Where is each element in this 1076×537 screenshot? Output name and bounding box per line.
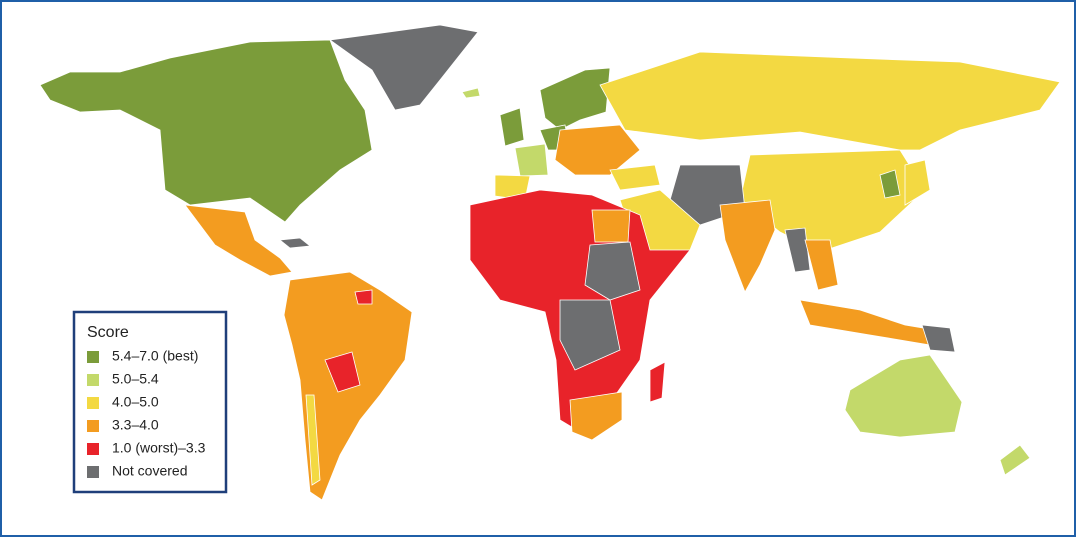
japan: [904, 159, 931, 206]
legend-swatch: [87, 374, 99, 386]
france: [514, 143, 549, 177]
legend: Score 5.4–7.0 (best) 5.0–5.4 4.0–5.0 3.3–4.…: [72, 310, 228, 494]
mexico-central-america: [184, 204, 293, 277]
korea: [879, 169, 901, 199]
guyana: [354, 289, 373, 305]
legend-swatch: [87, 443, 99, 455]
south-africa: [569, 391, 623, 441]
world-map: [39, 24, 1061, 501]
egypt: [591, 209, 631, 243]
legend-label: 5.0–5.4: [112, 371, 159, 387]
legend-label: 3.3–4.0: [112, 417, 159, 433]
legend-swatch: [87, 420, 99, 432]
eastern-europe: [554, 124, 641, 176]
greenland: [328, 24, 479, 111]
legend-label: 5.4–7.0 (best): [112, 348, 198, 364]
cuba: [278, 237, 312, 249]
myanmar: [784, 227, 811, 273]
india: [719, 199, 776, 293]
legend-title: Score: [87, 324, 129, 341]
russia: [599, 51, 1061, 151]
png: [921, 324, 956, 353]
australia: [844, 354, 963, 438]
legend-label: Not covered: [112, 463, 187, 479]
bolivia: [324, 351, 361, 393]
madagascar: [649, 361, 666, 403]
legend-swatch: [87, 466, 99, 478]
legend-swatch: [87, 351, 99, 363]
chile: [305, 394, 321, 486]
scandinavia: [539, 67, 611, 131]
north-america: [39, 39, 373, 223]
turkey: [609, 164, 661, 191]
new-zealand: [999, 444, 1031, 476]
central-africa: [559, 299, 621, 371]
legend-swatch: [87, 397, 99, 409]
indochina: [804, 239, 839, 291]
legend-label: 1.0 (worst)–3.3: [112, 440, 206, 456]
sudan: [584, 241, 641, 301]
legend-label: 4.0–5.0: [112, 394, 159, 410]
uk: [499, 107, 525, 147]
iceland: [461, 87, 481, 99]
legend-box: [72, 310, 228, 494]
